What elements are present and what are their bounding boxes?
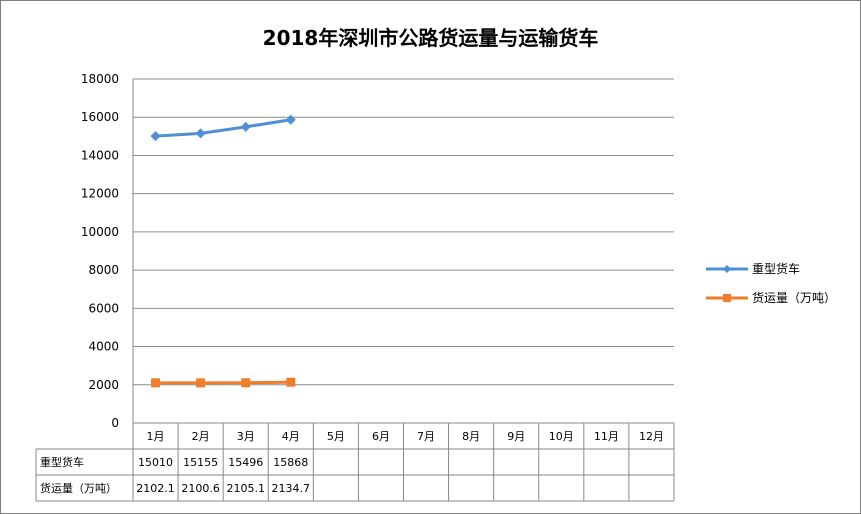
table-cell-value: 2105.1 xyxy=(226,482,265,495)
x-tick-label: 11月 xyxy=(594,430,619,443)
y-tick-label: 2000 xyxy=(88,378,119,392)
data-point xyxy=(150,131,161,142)
table-cell-value: 15155 xyxy=(183,456,218,469)
data-point xyxy=(285,114,296,125)
y-tick-label: 16000 xyxy=(81,110,119,124)
y-tick-label: 14000 xyxy=(81,148,119,162)
series-line xyxy=(155,380,291,385)
table-cell-value: 15868 xyxy=(273,456,308,469)
y-tick-label: 0 xyxy=(111,416,119,430)
chart-title: 2018年深圳市公路货运量与运输货车 xyxy=(262,26,599,50)
table-cell-value: 15496 xyxy=(228,456,263,469)
y-tick-label: 6000 xyxy=(88,301,119,315)
y-tick-label: 10000 xyxy=(81,225,119,239)
x-tick-label: 9月 xyxy=(507,430,525,443)
x-tick-label: 12月 xyxy=(639,430,664,443)
x-tick-label: 4月 xyxy=(282,430,300,443)
x-tick-label: 6月 xyxy=(372,430,390,443)
table-series-name: 货运量（万吨） xyxy=(40,481,117,495)
table-cell-value: 2102.1 xyxy=(136,482,175,495)
legend-marker xyxy=(723,294,731,302)
x-tick-label: 3月 xyxy=(237,430,255,443)
data-point xyxy=(151,378,161,388)
y-tick-label: 8000 xyxy=(88,263,119,277)
table-cell-value: 2100.6 xyxy=(181,482,220,495)
y-tick-label: 4000 xyxy=(88,340,119,354)
series-line xyxy=(155,118,292,138)
legend-label: 重型货车 xyxy=(752,261,800,276)
legend-marker xyxy=(723,265,731,273)
x-tick-label: 5月 xyxy=(327,430,345,443)
y-tick-label: 18000 xyxy=(81,72,119,86)
table-cell-value: 15010 xyxy=(138,456,173,469)
data-point xyxy=(195,128,206,139)
data-point xyxy=(240,121,251,132)
x-tick-label: 7月 xyxy=(417,430,435,443)
x-tick-label: 2月 xyxy=(192,430,210,443)
y-tick-label: 12000 xyxy=(81,187,119,201)
table-series-name: 重型货车 xyxy=(40,455,84,469)
x-tick-label: 1月 xyxy=(147,430,165,443)
x-tick-label: 10月 xyxy=(549,430,574,443)
x-tick-label: 8月 xyxy=(462,430,480,443)
data-point xyxy=(286,377,296,387)
table-cell-value: 2134.7 xyxy=(272,482,311,495)
data-point xyxy=(196,378,206,388)
legend-label: 货运量（万吨） xyxy=(752,290,836,305)
data-point xyxy=(241,378,251,388)
